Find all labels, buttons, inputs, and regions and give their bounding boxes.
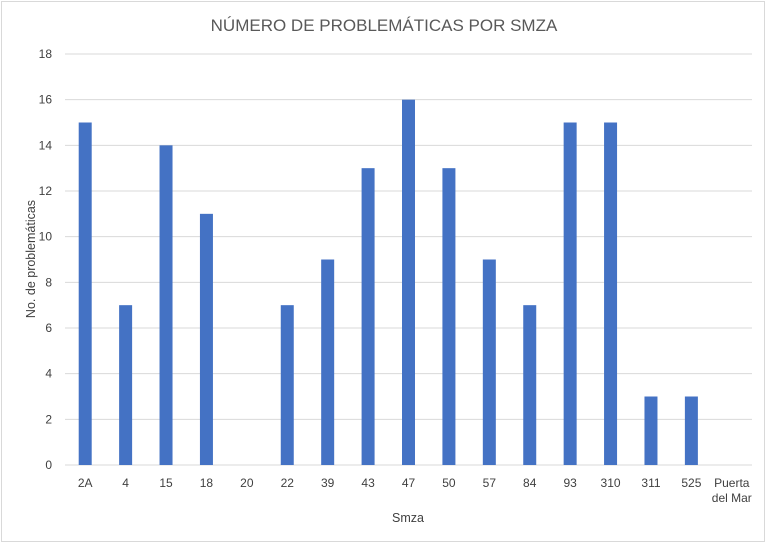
bar-2a bbox=[78, 122, 92, 465]
x-tick-label: 47 bbox=[402, 476, 416, 490]
x-tick-label: Puerta del Mar bbox=[712, 476, 752, 505]
x-tick-label: 84 bbox=[523, 476, 537, 490]
x-tick-label: 57 bbox=[483, 476, 497, 490]
bar-39 bbox=[321, 259, 335, 465]
y-tick-label: 0 bbox=[45, 458, 52, 472]
x-tick-label: 22 bbox=[281, 476, 295, 490]
bar-310 bbox=[604, 122, 618, 465]
x-axis-ticks: 2A 4 15 18 20 22 39 43 47 50 57 84 93 310 311 525 Puerta… bbox=[78, 476, 752, 505]
x-tick-label: 4 bbox=[122, 476, 129, 490]
bars bbox=[78, 99, 698, 466]
x-axis-title: Smza bbox=[392, 511, 424, 525]
y-tick-label: 18 bbox=[39, 47, 53, 61]
x-tick-label: 43 bbox=[361, 476, 375, 490]
y-tick-label: 4 bbox=[45, 367, 52, 381]
x-tick-label: 2A bbox=[78, 476, 93, 490]
x-tick-label: 20 bbox=[240, 476, 254, 490]
bar-50 bbox=[442, 168, 456, 465]
x-tick-label: 18 bbox=[200, 476, 214, 490]
bar-18 bbox=[199, 213, 213, 465]
x-tick-label: 39 bbox=[321, 476, 335, 490]
y-tick-label: 8 bbox=[45, 275, 52, 289]
y-axis-title: No. de problemáticas bbox=[24, 200, 38, 318]
y-axis-ticks: 0 2 4 6 8 10 12 14 16 18 bbox=[39, 47, 53, 472]
bar-84 bbox=[523, 305, 537, 465]
x-tick-label: 525 bbox=[681, 476, 701, 490]
y-tick-label: 12 bbox=[39, 184, 53, 198]
bar-47 bbox=[402, 99, 415, 466]
x-tick-label: 310 bbox=[601, 476, 621, 490]
bar-15 bbox=[159, 145, 173, 466]
bar-4 bbox=[119, 305, 133, 465]
x-tick-label: 50 bbox=[442, 476, 456, 490]
bar-43 bbox=[361, 168, 375, 465]
y-tick-label: 14 bbox=[39, 138, 53, 152]
bar-22 bbox=[280, 305, 294, 465]
y-tick-label: 6 bbox=[45, 321, 52, 335]
chart-title: NÚMERO DE PROBLEMÁTICAS POR SMZA bbox=[211, 16, 558, 35]
x-tick-label: 93 bbox=[563, 476, 577, 490]
y-tick-label: 2 bbox=[45, 412, 52, 426]
bar-57 bbox=[482, 259, 496, 465]
bar-93 bbox=[563, 122, 577, 465]
bar-311 bbox=[644, 396, 658, 465]
x-tick-label: 311 bbox=[641, 476, 660, 490]
bar-525 bbox=[684, 396, 698, 465]
x-tick-label: 15 bbox=[159, 476, 173, 490]
y-tick-label: 16 bbox=[39, 93, 53, 107]
y-tick-label: 10 bbox=[39, 230, 53, 244]
